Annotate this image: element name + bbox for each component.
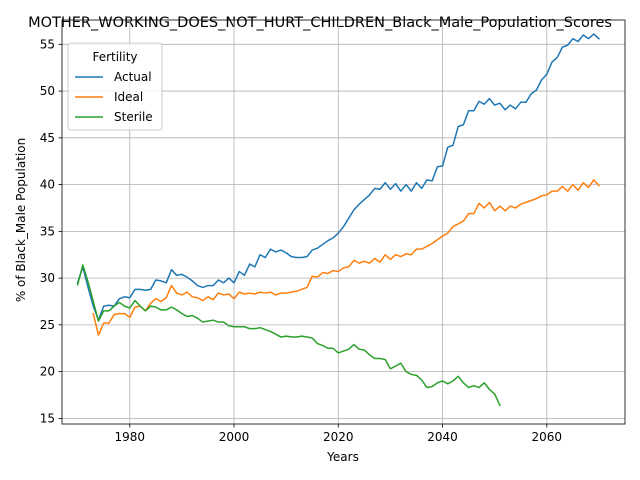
gridlines [62,20,625,424]
x-tick-label: 1980 [114,430,145,444]
y-tick-label: 55 [40,37,55,51]
legend: Fertility Actual Ideal Sterile [67,42,163,131]
legend-box [67,42,163,131]
x-tick-label: 2020 [323,430,354,444]
legend-label-sterile: Sterile [114,110,153,124]
legend-label-ideal: Ideal [114,90,143,104]
series-line-actual [76,33,600,321]
x-tick-label: 2060 [532,430,563,444]
y-tick-label: 30 [40,271,55,285]
y-tick-label: 35 [40,224,55,238]
y-axis: 15 20 25 30 35 40 45 50 55 [40,37,62,425]
y-tick-label: 25 [40,318,55,332]
series-lines [76,33,600,407]
plot-frame [61,19,626,425]
y-tick-label: 40 [40,178,55,192]
legend-title: Fertility [92,50,137,64]
y-tick-label: 50 [40,84,55,98]
legend-label-actual: Actual [114,70,152,84]
y-tick-label: 20 [40,365,55,379]
series-line-sterile [76,264,501,407]
x-axis-label: Years [326,450,359,464]
y-tick-label: 45 [40,131,55,145]
plot-area: 1980 2000 2020 2040 2060 15 20 25 30 35 40 45 50 55 [40,19,626,444]
series-line-ideal [92,179,600,336]
y-axis-label: % of Black_Male Population [14,138,28,302]
legend-entries: Actual Ideal Sterile [75,70,153,124]
x-tick-label: 2040 [427,430,458,444]
y-tick-label: 15 [40,411,55,425]
chart-title: MOTHER_WORKING_DOES_NOT_HURT_CHILDREN_Bl… [28,15,612,31]
x-tick-label: 2000 [219,430,250,444]
x-axis: 1980 2000 2020 2040 2060 [114,424,562,444]
